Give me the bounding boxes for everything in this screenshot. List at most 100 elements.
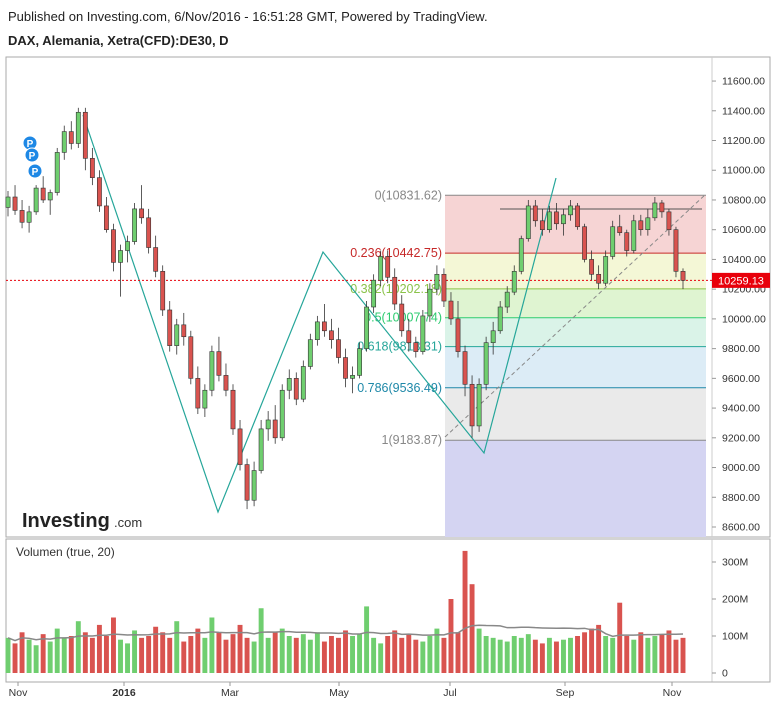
volume-bar[interactable] <box>279 628 285 673</box>
candle[interactable] <box>89 147 95 186</box>
volume-bar[interactable] <box>19 632 25 673</box>
volume-bar[interactable] <box>223 639 229 673</box>
candle[interactable] <box>504 286 510 313</box>
candle[interactable] <box>645 208 651 236</box>
volume-bar[interactable] <box>631 639 637 673</box>
candle[interactable] <box>12 185 18 215</box>
candle[interactable] <box>132 202 137 245</box>
candle[interactable] <box>582 223 587 263</box>
candle[interactable] <box>125 235 130 263</box>
candle[interactable] <box>230 384 236 435</box>
candle[interactable] <box>434 265 440 296</box>
candle[interactable] <box>575 202 580 230</box>
candlestick-series[interactable] <box>5 107 686 510</box>
volume-bar[interactable] <box>293 637 299 673</box>
candle[interactable] <box>392 268 398 310</box>
candle[interactable] <box>666 208 672 236</box>
candle[interactable] <box>631 214 637 254</box>
volume-bar[interactable] <box>434 628 440 673</box>
candle[interactable] <box>673 226 679 278</box>
volume-bar[interactable] <box>385 636 391 673</box>
candle[interactable] <box>54 147 60 196</box>
candle[interactable] <box>589 250 595 281</box>
candle[interactable] <box>497 301 503 334</box>
volume-bar[interactable] <box>483 636 489 673</box>
volume-bar[interactable] <box>40 634 46 673</box>
candle[interactable] <box>329 318 334 349</box>
candle[interactable] <box>399 295 405 337</box>
volume-bar[interactable] <box>160 632 166 673</box>
volume-bar[interactable] <box>610 637 616 673</box>
volume-bar[interactable] <box>286 636 292 673</box>
volume-bar[interactable] <box>673 639 679 673</box>
volume-bar[interactable] <box>645 637 651 673</box>
candle[interactable] <box>33 185 39 215</box>
volume-bar[interactable] <box>343 630 348 673</box>
candle[interactable] <box>111 223 116 272</box>
price-axis[interactable]: 11600.00 11400.00 11200.00 11000.00 10800.00… <box>712 76 766 534</box>
candle[interactable] <box>511 265 517 296</box>
volume-bar[interactable] <box>251 641 257 673</box>
volume-bar[interactable] <box>652 636 658 673</box>
volume-bar[interactable] <box>525 634 531 673</box>
candle[interactable] <box>476 378 482 432</box>
volume-bar[interactable] <box>413 639 419 673</box>
candle[interactable] <box>118 244 123 297</box>
volume-bar[interactable] <box>336 637 341 673</box>
volume-bar[interactable] <box>666 630 672 673</box>
event-marker[interactable]: P <box>24 147 40 163</box>
candle[interactable] <box>195 366 201 415</box>
candle[interactable] <box>223 363 229 397</box>
volume-bar[interactable] <box>659 634 665 673</box>
candle[interactable] <box>5 191 11 217</box>
volume-bar[interactable] <box>603 636 609 673</box>
candle[interactable] <box>568 199 573 221</box>
volume-bar[interactable] <box>47 641 53 673</box>
candle[interactable] <box>420 309 426 355</box>
volume-bar[interactable] <box>202 637 208 673</box>
candle[interactable] <box>160 265 166 316</box>
volume-bar[interactable] <box>582 632 588 673</box>
candle[interactable] <box>561 208 566 236</box>
candle[interactable] <box>307 333 313 370</box>
volume-bar[interactable] <box>624 636 630 673</box>
candle[interactable] <box>539 208 545 236</box>
volume-bar[interactable] <box>314 632 320 673</box>
candle[interactable] <box>343 348 348 388</box>
event-marker[interactable]: P <box>22 135 38 151</box>
time-axis[interactable]: Nov 2016 Mar May Jul Sep Nov <box>6 681 770 699</box>
volume-bar[interactable] <box>188 636 194 673</box>
candle[interactable] <box>406 318 412 352</box>
candle[interactable] <box>279 384 285 441</box>
candle[interactable] <box>610 220 616 260</box>
volume-bar[interactable] <box>680 637 686 673</box>
candle[interactable] <box>617 214 623 236</box>
volume-bar[interactable] <box>638 632 644 673</box>
candle[interactable] <box>26 205 32 233</box>
volume-bar[interactable] <box>371 637 377 673</box>
volume-bar[interactable] <box>504 641 510 673</box>
candle[interactable] <box>441 268 447 307</box>
candle[interactable] <box>680 268 686 290</box>
candle[interactable] <box>47 189 53 215</box>
candle[interactable] <box>258 419 264 474</box>
volume-bar[interactable] <box>181 641 187 673</box>
volume-bar[interactable] <box>5 637 11 673</box>
candle[interactable] <box>174 318 180 355</box>
volume-bar[interactable] <box>209 617 215 674</box>
candle[interactable] <box>61 125 67 160</box>
volume-bar[interactable] <box>589 628 595 673</box>
volume-bar[interactable] <box>392 630 398 673</box>
candle[interactable] <box>455 301 461 358</box>
candle[interactable] <box>546 205 552 233</box>
event-marker[interactable]: P <box>27 163 43 179</box>
volume-bar[interactable] <box>321 641 327 673</box>
volume-bar[interactable] <box>511 636 517 673</box>
volume-bar[interactable] <box>490 637 496 673</box>
volume-bar[interactable] <box>307 639 313 673</box>
volume-bar-series[interactable] <box>5 550 686 674</box>
volume-bar[interactable] <box>497 639 503 673</box>
candle[interactable] <box>378 250 384 287</box>
candle[interactable] <box>364 301 370 352</box>
